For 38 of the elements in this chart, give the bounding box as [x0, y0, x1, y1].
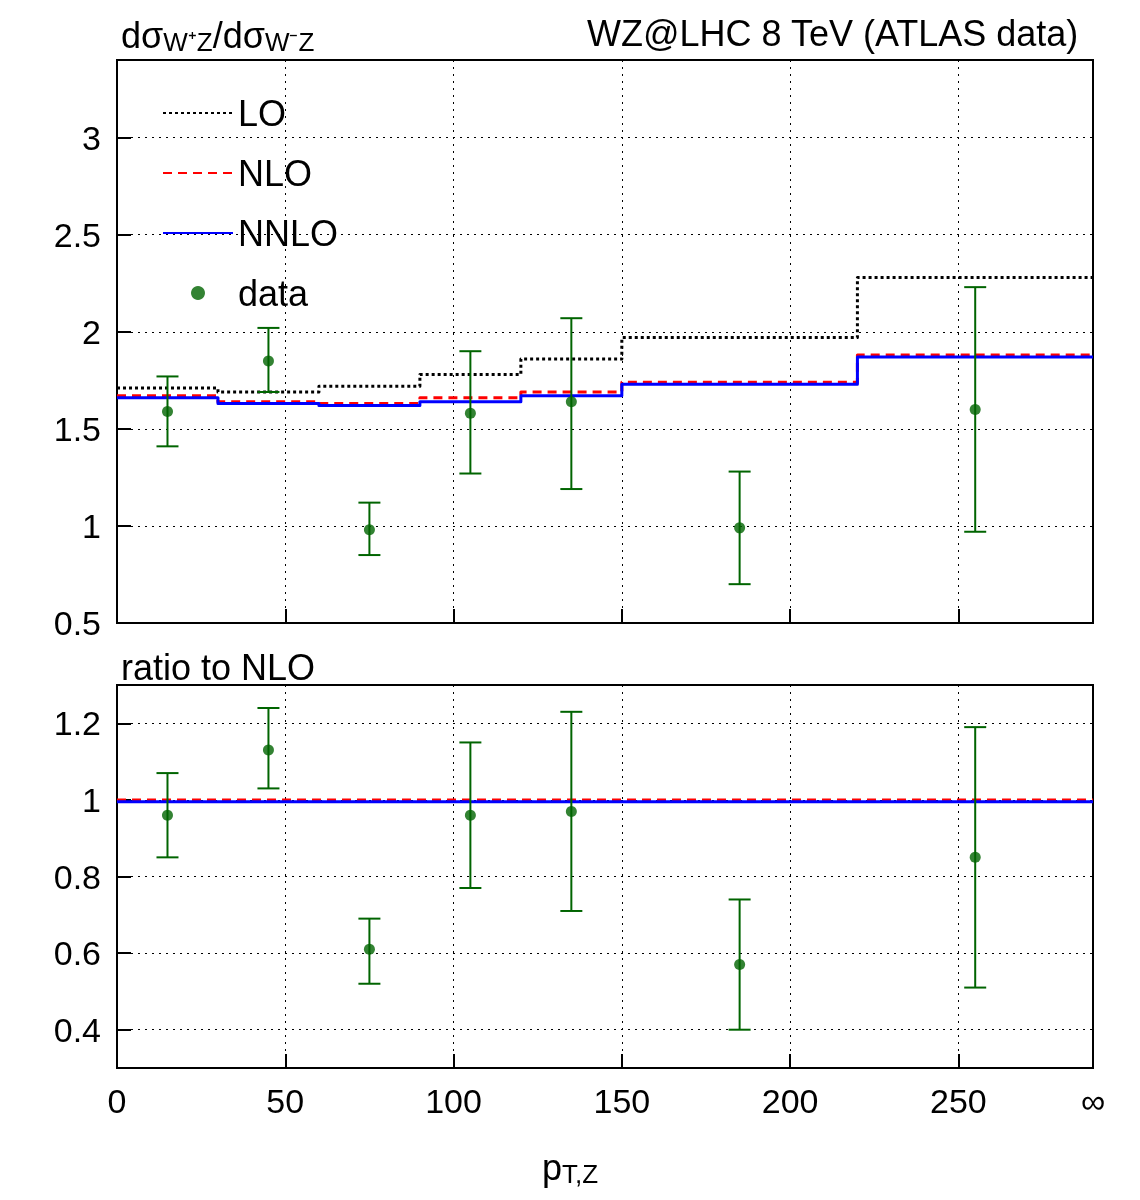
y-tick-label: 0.6 [53, 934, 101, 973]
y-tick-label: 0.4 [53, 1010, 101, 1049]
point [262, 744, 274, 756]
point [464, 407, 476, 419]
x-tick-label: 0 [107, 1082, 127, 1120]
point [734, 522, 746, 534]
point [565, 396, 577, 408]
point [565, 805, 577, 817]
x-tick-label: 250 [930, 1082, 987, 1120]
y-tick-label: 1.2 [53, 704, 101, 743]
y-tick-label: 1.5 [53, 409, 101, 448]
point [262, 355, 274, 367]
legend-label: NNLO [238, 212, 339, 254]
x-tick-label: 50 [266, 1082, 305, 1120]
legend-label: NLO [238, 152, 313, 194]
point [363, 943, 375, 955]
legend-label: data [238, 272, 310, 314]
point [969, 403, 981, 415]
point [464, 809, 476, 821]
point [161, 809, 173, 821]
x-tick-label: ∞ [1080, 1082, 1106, 1120]
y-tick-label: 1 [82, 506, 101, 545]
x-tick-label: 200 [761, 1082, 819, 1120]
point [734, 959, 746, 971]
y-tick-label: 0.5 [53, 604, 101, 642]
legend-label: LO [238, 92, 287, 134]
x-tick-label: 150 [593, 1082, 651, 1120]
y-tick-label: 2 [82, 312, 101, 351]
y-tick-label: 0.8 [53, 857, 101, 896]
y-tick-label: 3 [82, 118, 101, 157]
y-tick-label: 1 [82, 780, 101, 819]
y-tick-label: 2.5 [53, 215, 101, 254]
y-axis-title: ratio to NLO [121, 646, 316, 688]
point [161, 405, 173, 417]
point [363, 524, 375, 536]
x-tick-label: 100 [425, 1082, 482, 1120]
point [969, 851, 981, 863]
chart-title: WZ@LHC 8 TeV (ATLAS data) [586, 12, 1079, 54]
